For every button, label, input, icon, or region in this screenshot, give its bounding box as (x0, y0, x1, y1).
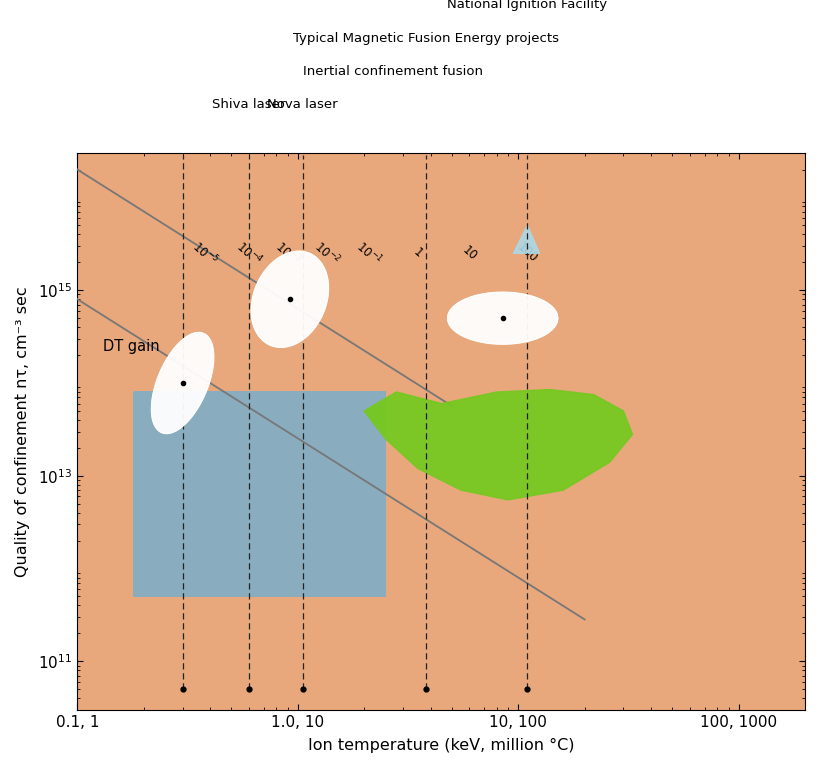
Text: 10: 10 (459, 243, 478, 263)
Polygon shape (447, 292, 557, 344)
Text: Shiva laser: Shiva laser (212, 98, 285, 111)
Text: National Ignition Facility: National Ignition Facility (446, 0, 607, 12)
Text: 10$^{-3}$: 10$^{-3}$ (271, 237, 304, 269)
Polygon shape (251, 251, 328, 347)
Polygon shape (364, 389, 631, 500)
Text: Nova laser: Nova laser (267, 98, 337, 111)
X-axis label: Ion temperature (keV, million °C): Ion temperature (keV, million °C) (308, 738, 574, 753)
Polygon shape (513, 226, 539, 253)
Text: 10$^{-1}$: 10$^{-1}$ (352, 237, 384, 269)
Text: 10$^{-2}$: 10$^{-2}$ (310, 237, 342, 269)
Text: 100: 100 (514, 241, 540, 266)
Polygon shape (152, 333, 214, 434)
Text: 10$^{-4}$: 10$^{-4}$ (233, 237, 265, 269)
Text: Typical Magnetic Fusion Energy projects: Typical Magnetic Fusion Energy projects (292, 31, 558, 45)
Text: 1: 1 (410, 246, 424, 260)
Text: DT gain: DT gain (102, 339, 159, 353)
Y-axis label: Quality of confinement nτ, cm⁻³ sec: Quality of confinement nτ, cm⁻³ sec (15, 286, 30, 577)
Text: 10$^{-5}$: 10$^{-5}$ (189, 237, 221, 269)
Text: Inertial confinement fusion: Inertial confinement fusion (302, 65, 482, 78)
